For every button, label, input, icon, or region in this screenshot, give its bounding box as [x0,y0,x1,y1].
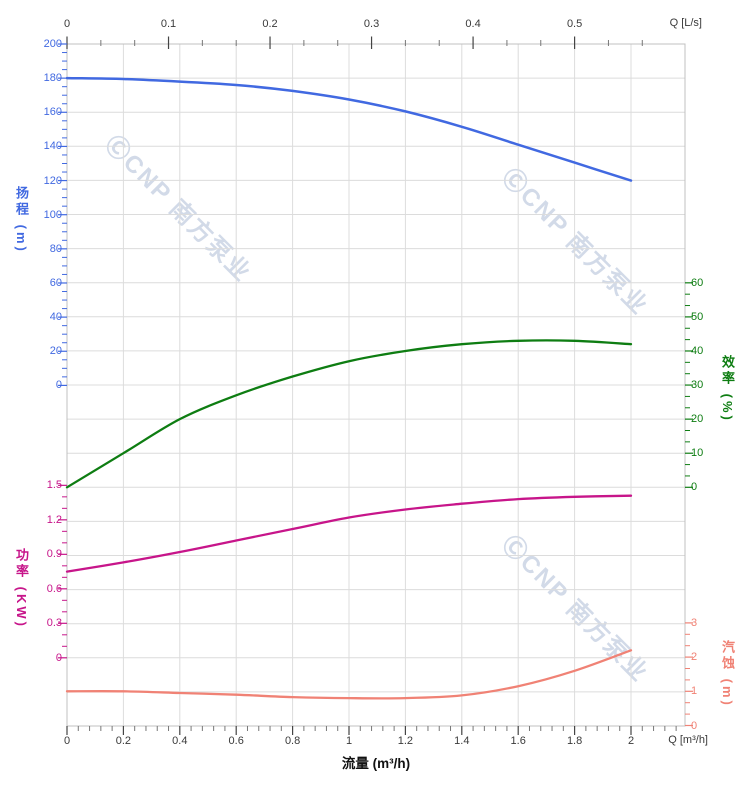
efficiency-axis-tick-label: 30 [691,379,704,392]
efficiency-axis-tick-label: 0 [691,481,698,494]
bottom-axis-tick-label: 1.2 [397,735,414,747]
power-curve [65,494,633,573]
efficiency-curve [65,339,633,489]
head-axis-tick-label: 140 [43,140,62,153]
top-axis-tick-label: 0.1 [160,18,177,30]
head-axis-tick-label: 180 [43,72,62,85]
efficiency-axis-tick-label: 10 [691,447,704,460]
npsh-axis-tick-label: 2 [691,651,698,664]
bottom-axis-tick-label: 1.4 [454,735,470,747]
power-axis-tick-label: 1.5 [46,479,62,492]
power-axis-title: 功率 (KW) [14,548,29,629]
npsh-axis-tick-label: 1 [691,685,698,698]
efficiency-axis-title: 效率 (%) [720,355,735,423]
flow-axis-title: 流量 (m³/h) [341,756,411,771]
bottom-axis-tick-label: 1.6 [510,735,526,747]
bottom-axis-unit-label: Q [m³/h] [668,734,708,746]
power-axis-tick-label: 1.2 [46,513,62,526]
npsh-axis-tick-label: 0 [691,719,698,732]
power-axis-tick-label: 0.3 [46,617,62,630]
top-axis-tick-label: 0 [63,18,71,30]
bottom-axis-tick-label: 1 [345,735,353,747]
npsh-axis-title: 汽蚀 (m) [720,640,735,708]
head-axis-tick-label: 60 [49,276,62,289]
head-axis-tick-label: 120 [43,174,62,187]
bottom-axis-tick-label: 0.6 [228,735,244,747]
bottom-axis-tick-label: 0.4 [172,735,188,747]
top-axis-unit-label: Q [L/s] [669,17,702,29]
head-axis-tick-label: 160 [43,106,62,119]
efficiency-axis-tick-label: 50 [691,310,704,323]
top-axis-tick-label: 0.3 [363,18,380,30]
head-axis-tick-label: 100 [43,208,62,221]
top-axis-tick-label: 0.2 [262,18,278,30]
power-axis-tick-label: 0.6 [46,582,62,595]
bottom-axis-tick-label: 0 [63,735,71,747]
efficiency-axis-tick-label: 40 [691,344,704,357]
head-axis-tick-label: 0 [55,379,62,392]
npsh-axis-tick-label: 3 [691,616,698,629]
efficiency-axis-tick-label: 60 [691,276,704,289]
head-axis-title: 扬程 (m) [14,186,29,254]
bottom-axis-tick-label: 0.8 [284,735,301,747]
power-axis-tick-label: 0.9 [46,548,62,561]
bottom-axis-tick-label: 0.2 [115,735,132,747]
bottom-axis-tick-label: 2 [627,735,635,747]
head-axis-tick-label: 200 [43,38,62,50]
top-axis-tick-label: 0.4 [465,18,481,30]
head-axis-tick-label: 20 [49,345,62,358]
efficiency-axis-tick-label: 20 [691,413,704,426]
bottom-axis-tick-label: 1.8 [566,735,583,747]
power-axis-tick-label: 0 [55,651,62,664]
head-curve [65,76,633,182]
head-axis-tick-label: 40 [49,311,62,324]
top-axis-tick-label: 0.5 [566,18,583,30]
head-axis-tick-label: 80 [49,242,62,255]
npsh-curve [65,649,633,700]
